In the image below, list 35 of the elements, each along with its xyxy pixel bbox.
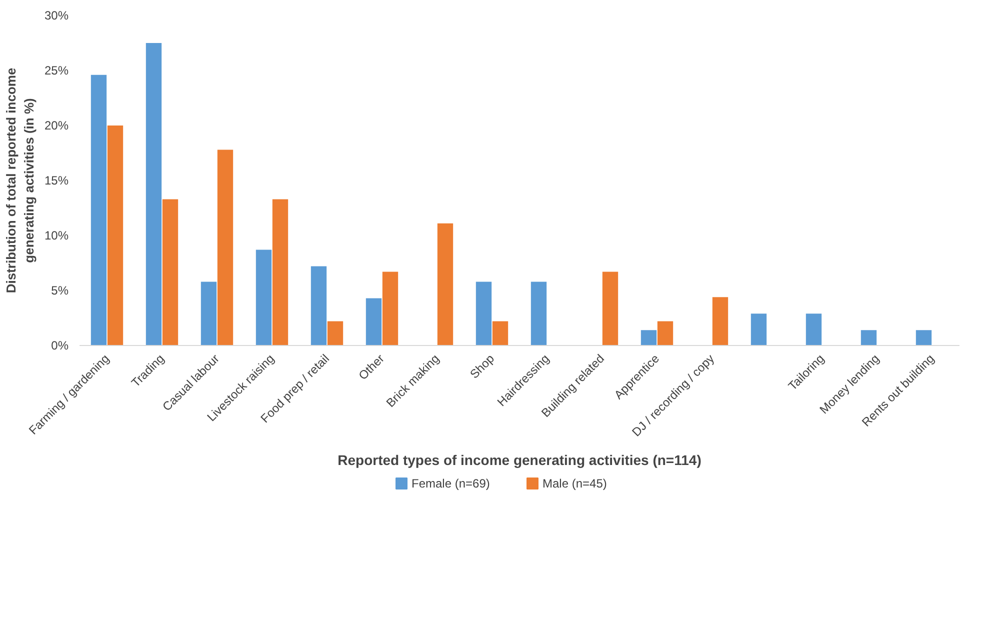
bar: [657, 321, 674, 346]
bar: [272, 199, 288, 346]
y-tick-label: 10%: [44, 228, 69, 242]
bar: [860, 330, 877, 346]
y-tick-label: 20%: [44, 118, 69, 132]
bar: [712, 297, 728, 346]
bar: [90, 74, 107, 346]
y-tick-label: 5%: [51, 284, 69, 298]
bar: [310, 266, 327, 346]
legend-label: Female (n=69): [412, 476, 490, 490]
bar: [217, 150, 234, 346]
bar: [146, 43, 162, 346]
y-tick-label: 30%: [44, 8, 69, 22]
y-axis-title: Distribution of total reported income generating activities (in %): [3, 68, 36, 294]
y-tick-label: 0%: [51, 338, 69, 352]
x-axis-title: Reported types of income generating activities (n=114): [338, 452, 702, 468]
bar: [640, 330, 657, 346]
bar: [476, 282, 492, 346]
bar: [602, 272, 618, 346]
bar: [916, 330, 932, 346]
bar: [200, 282, 217, 346]
bar: [530, 282, 547, 346]
bar: [162, 199, 178, 346]
bar: [806, 314, 822, 346]
bar: [366, 298, 382, 346]
bar: [382, 272, 398, 346]
legend-label: Male (n=45): [542, 476, 607, 490]
bar: [437, 223, 454, 346]
y-tick-label: 25%: [44, 64, 69, 78]
bar: [327, 321, 344, 346]
y-tick-label: 15%: [44, 174, 69, 188]
bar: [107, 126, 124, 346]
bar: [492, 321, 508, 346]
bar: [750, 314, 767, 346]
bar: [256, 250, 272, 346]
